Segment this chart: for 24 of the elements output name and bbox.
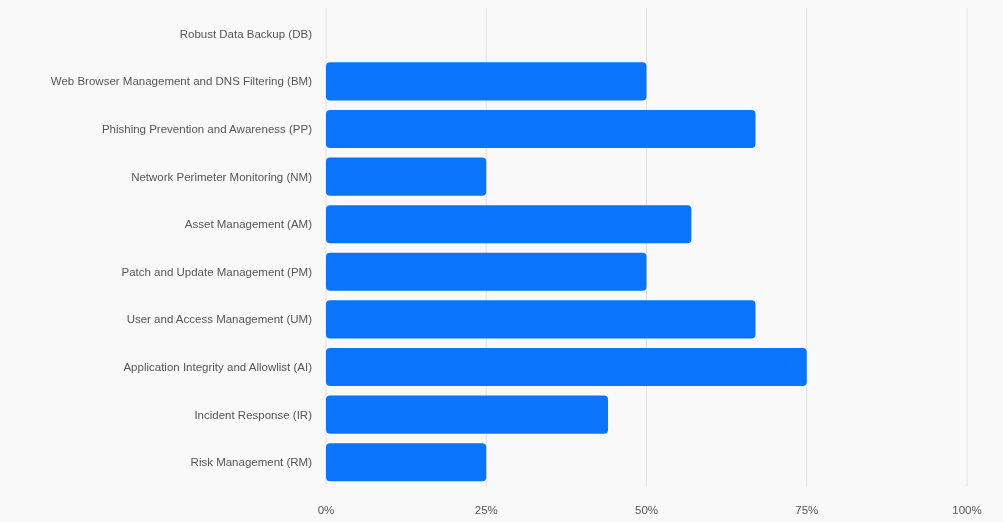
y-tick-label: User and Access Management (UM) [126, 313, 313, 326]
y-tick-label: Application Integrity and Allowlist (AI) [123, 361, 313, 374]
x-tick-label: 50% [634, 504, 659, 516]
x-tick-label: 75% [795, 504, 819, 516]
bar [326, 395, 609, 434]
x-tick-label: 0% [317, 504, 335, 516]
bar [326, 157, 487, 196]
bar [326, 300, 756, 339]
bar [326, 443, 487, 482]
bar [326, 347, 807, 387]
y-tick-label: Incident Response (IR) [194, 408, 313, 421]
bar [326, 252, 647, 291]
y-tick-label: Patch and Update Management (PM) [121, 265, 313, 278]
y-tick-label: Risk Management (RM) [190, 456, 313, 469]
y-tick-label: Phishing Prevention and Awareness (PP) [101, 123, 313, 136]
y-tick-label: Asset Management (AM) [184, 218, 313, 231]
bar [326, 109, 756, 149]
x-tick-label: 100% [952, 504, 982, 516]
y-tick-label: Robust Data Backup (DB) [179, 27, 313, 40]
bar [326, 62, 647, 101]
y-tick-label: Web Browser Management and DNS Filtering (BM) [50, 75, 313, 88]
x-tick-label: 25% [474, 504, 498, 516]
y-tick-label: Network Perimeter Monitoring (NM) [131, 170, 313, 183]
bar [326, 205, 692, 244]
